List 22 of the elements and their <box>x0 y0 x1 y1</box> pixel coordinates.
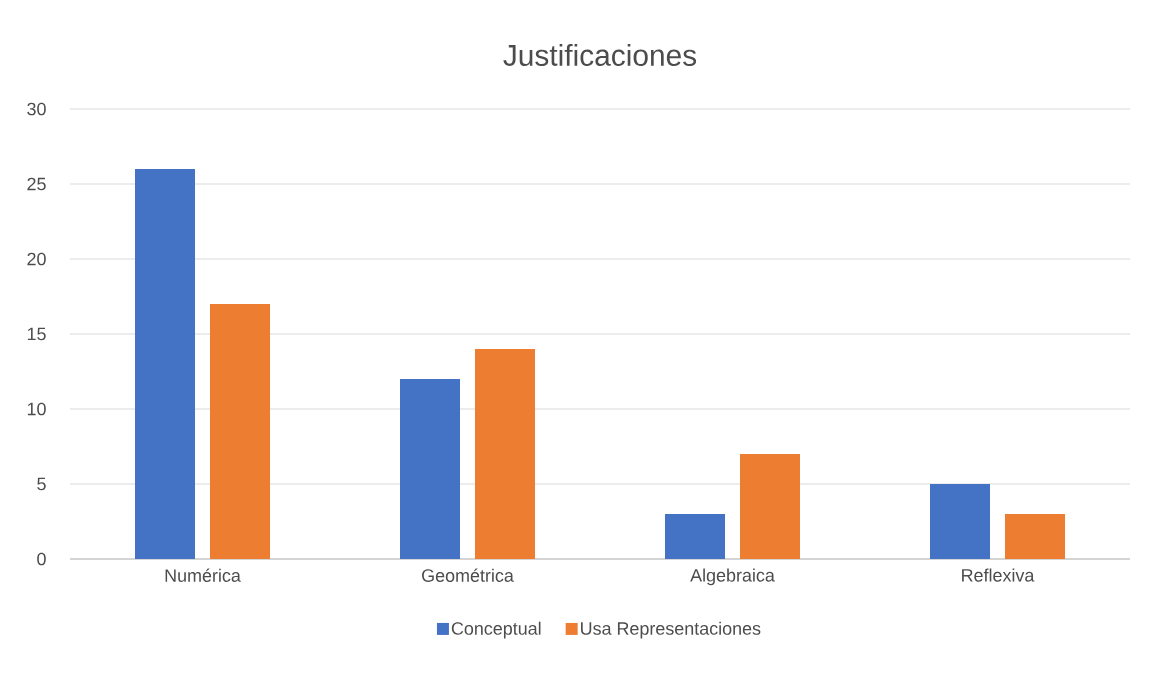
bar <box>665 514 725 559</box>
bar <box>400 379 460 559</box>
x-tick-label: Geométrica <box>422 568 514 582</box>
bar <box>135 169 195 559</box>
x-tick-label: Numérica <box>165 568 241 582</box>
legend-label: Conceptual <box>451 621 541 639</box>
y-tick-label: 20 <box>27 252 46 266</box>
y-tick-label: 10 <box>27 402 46 416</box>
bar <box>210 304 270 559</box>
y-tick-label: 0 <box>37 552 46 566</box>
x-tick-label: Algebraica <box>690 568 775 586</box>
bar <box>1005 514 1065 559</box>
bar <box>930 484 990 559</box>
chart-title: Justificaciones <box>503 44 697 66</box>
bar <box>475 349 535 559</box>
x-tick-label: Reflexiva <box>962 568 1035 582</box>
y-tick-label: 25 <box>27 177 46 191</box>
legend-label: Usa Representaciones <box>581 621 761 639</box>
y-tick-label: 30 <box>27 102 46 116</box>
y-tick-label: 5 <box>37 477 46 491</box>
bar <box>740 454 800 559</box>
y-tick-label: 15 <box>27 327 46 341</box>
